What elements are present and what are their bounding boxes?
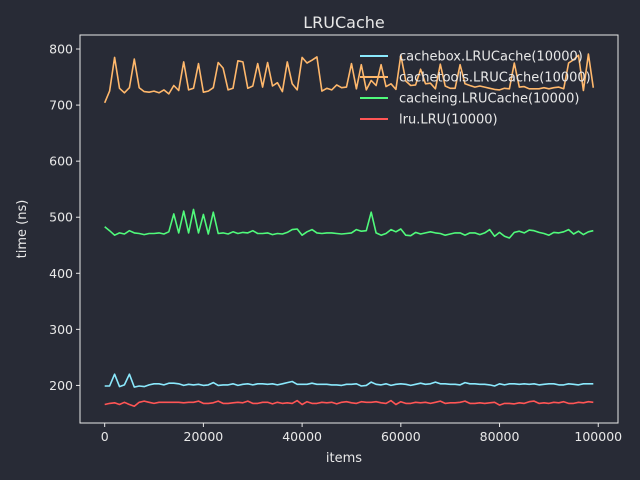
x-tick-label: 60000 xyxy=(381,429,421,444)
plot-frame xyxy=(79,34,619,424)
y-tick-label: 700 xyxy=(49,98,73,113)
chart-title: LRUCache xyxy=(303,13,385,32)
series-line-3 xyxy=(104,399,594,408)
legend-label-1: cachetools.LRUCache(10000) xyxy=(399,71,591,86)
x-tick-label: 80000 xyxy=(480,429,520,444)
legend-label-0: cachebox.LRUCache(10000) xyxy=(399,50,583,65)
y-tick-label: 500 xyxy=(49,210,73,225)
legend: cachebox.LRUCache(10000) cachetools.LRUCa… xyxy=(360,50,591,128)
y-axis-label: time (ns) xyxy=(15,200,30,259)
legend-label-3: lru.LRU(10000) xyxy=(399,113,498,128)
plot-lines xyxy=(103,53,595,408)
x-tick-label: 100000 xyxy=(574,429,622,444)
legend-label-2: cacheing.LRUCache(10000) xyxy=(399,92,579,107)
x-axis-label: items xyxy=(326,451,362,466)
y-tick-label: 400 xyxy=(49,266,73,281)
series-line-0 xyxy=(104,373,594,388)
x-tick-label: 20000 xyxy=(184,429,224,444)
series-line-1 xyxy=(103,53,595,104)
x-axis: 0 20000 40000 60000 80000 100000 xyxy=(101,423,622,444)
x-tick-label: 40000 xyxy=(282,429,322,444)
y-tick-label: 800 xyxy=(49,42,73,57)
y-axis: 200 300 400 500 600 700 800 xyxy=(49,42,80,393)
y-tick-label: 300 xyxy=(49,322,73,337)
y-tick-label: 200 xyxy=(49,378,73,393)
x-tick-label: 0 xyxy=(101,429,109,444)
y-tick-label: 600 xyxy=(49,154,73,169)
series-line-2 xyxy=(104,208,594,239)
